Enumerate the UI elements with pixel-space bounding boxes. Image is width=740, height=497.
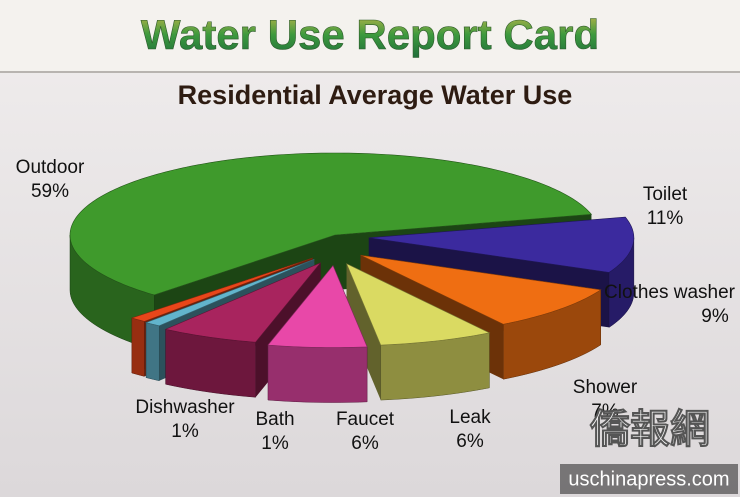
slice (346, 263, 491, 401)
value-label: 6% (351, 433, 379, 454)
slice-wall (346, 263, 381, 401)
slice-top (130, 257, 313, 322)
value-label: 11% (647, 208, 684, 229)
value-label: 59% (31, 181, 69, 202)
chart-subtitle: Residential Average Water Use (178, 80, 573, 110)
slice-side (145, 322, 160, 382)
value-label: 7% (591, 401, 619, 422)
slice-side (267, 344, 368, 403)
banner (0, 0, 740, 72)
value-label: 6% (456, 431, 484, 452)
category-label: Faucet (336, 409, 395, 430)
slice-top (360, 254, 602, 325)
watermark-box (560, 464, 738, 494)
slice-side (131, 317, 145, 377)
slice-top (267, 264, 368, 348)
slice-top (346, 263, 491, 346)
watermark-text: 僑報網 (589, 408, 710, 452)
value-label: 1% (171, 421, 199, 442)
slice-top (164, 262, 321, 343)
category-label: Dishwasher (135, 397, 235, 418)
slice (267, 264, 368, 403)
slice-top (69, 152, 593, 296)
value-label: 9% (701, 306, 729, 327)
chart-title: Water Use Report Card (141, 11, 599, 58)
slice-top (368, 216, 635, 273)
category-label: Outdoor (16, 157, 85, 178)
category-label: Leak (449, 407, 491, 428)
category-label: Bath (255, 409, 294, 430)
watermark-site: uschinapress.com (568, 468, 729, 490)
category-label: Shower (573, 377, 638, 398)
labels: Outdoor 59% Toilet 11% Clothes washer 9% Showe… (16, 157, 736, 454)
value-label: 1% (261, 433, 289, 454)
pie (69, 152, 635, 403)
category-label: Clothes washer (604, 282, 736, 303)
slice-top (145, 258, 315, 327)
category-label: Toilet (643, 184, 688, 205)
